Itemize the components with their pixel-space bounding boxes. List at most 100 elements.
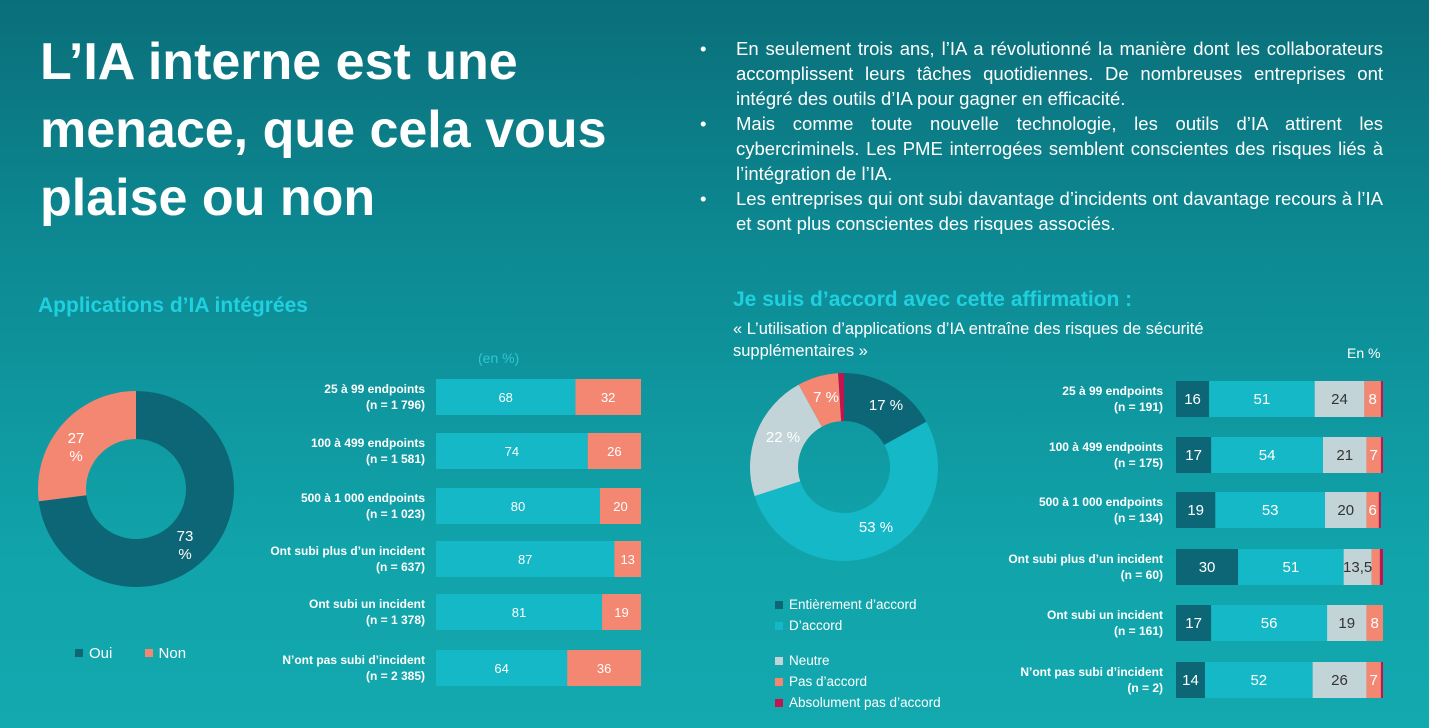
bar-segment-absolument-pas-d-accord [1380,437,1383,473]
legend-item-absolument-pas: Absolument pas d’accord [775,692,941,713]
bar-value-label: 13,5 [1343,559,1372,576]
legend-swatch-3 [775,656,783,665]
right-section-subtitle: « L’utilisation d’applications d’IA entr… [733,320,1204,360]
bar-category-line: Ont subi un incident [1047,608,1163,622]
bullet-3: Les entreprises qui ont subi davantage d… [700,186,1383,236]
bar-segment-absolument-pas-d-accord [1378,492,1381,528]
bar-segment-pas-d-accord [1366,437,1381,473]
legend-item-d-accord: D’accord [775,615,941,636]
bar-value-label: 81 [512,605,526,620]
bar-value-label: 54 [1259,447,1276,464]
bar-segment-d-accord [1215,492,1326,528]
bar-segment-neutre [1327,605,1367,641]
donut-label-entierement-d-accord: 17 % [869,397,903,414]
bullet-1: En seulement trois ans, l’IA a révolutio… [700,36,1383,111]
legend-item-oui: Oui [75,645,112,662]
bar-category-line: (n = 191) [1114,400,1163,414]
bar-value-label: 19 [1187,502,1204,519]
legend-swatch-5 [775,698,783,707]
bar-segment-entierement-d-accord [1176,437,1212,473]
bar-value-label: 17 [1185,447,1202,464]
bar-category-label: Ont subi un incident (n = 1 378) [309,597,425,627]
bar-segment-oui [436,488,600,524]
bar-category-line: Ont subi plus d’un incident [270,544,425,558]
legend-right: Entièrement d’accord D’accord Neutre Pas… [775,594,941,713]
bar-category-line: Ont subi plus d’un incident [1008,552,1163,566]
bar-value-label: 19 [1338,615,1355,632]
bar-segment-pas-d-accord [1371,549,1380,585]
legend-swatch-oui [75,649,83,657]
bar-category-label: 25 à 99 endpoints (n = 191) [1062,384,1163,414]
stacked-bar-chart-agreement: 25 à 99 endpoints (n = 191) 16 51 24 8 100 à 4… [1008,381,1383,698]
legend-item-neutre: Neutre [775,650,941,671]
bar-segment-neutre [1312,662,1367,698]
donut-slice-absolument-pas-d-accord [838,373,844,422]
bar-category-line: (n = 161) [1114,624,1163,638]
bar-value-label: 7 [1370,672,1378,689]
bar-value-label: 6 [1368,502,1376,519]
bar-value-label: 56 [1261,615,1278,632]
bar-segment-entierement-d-accord [1176,492,1216,528]
right-section-title: Je suis d’accord avec cette affirmation … [733,288,1133,311]
donut-label-oui: 73% [177,528,194,563]
bar-value-label: 51 [1254,391,1271,408]
bar-category-label: 25 à 99 endpoints (n = 1 796) [324,382,425,412]
legend-item-pas-d-accord: Pas d’accord [775,671,941,692]
bar-segment-oui [436,433,588,469]
bar-category-line: (n = 1 023) [366,507,425,521]
bar-segment-oui [436,541,615,577]
legend-swatch-2 [775,621,783,630]
donut-label-part: % [178,546,191,563]
bar-segment-non [614,541,641,577]
bar-value-label: 64 [494,661,508,676]
bar-value-label: 53 [1262,502,1279,519]
bar-segment-neutre [1322,437,1367,473]
bar-segment-pas-d-accord [1364,381,1381,417]
bar-category-line: 100 à 499 endpoints [311,436,425,450]
donut-label-d-accord: 53 % [859,519,893,536]
bar-category-label: 500 à 1 000 endpoints (n = 1 023) [301,491,425,521]
bar-segment-neutre [1314,381,1365,417]
bar-value-label: 20 [1337,502,1354,519]
bar-category-line: (n = 175) [1114,456,1163,470]
bar-value-label: 16 [1184,391,1201,408]
bar-segment-non [602,594,641,630]
bar-category-line: N’ont pas subi d’incident [282,653,425,667]
bar-segment-entierement-d-accord [1176,662,1205,698]
bar-category-label: 100 à 499 endpoints (n = 175) [1049,440,1163,470]
bar-segment-d-accord [1209,381,1315,417]
bar-value-label: 8 [1371,615,1379,632]
bar-category-line: N’ont pas subi d’incident [1020,665,1163,679]
bullet-2: Mais comme toute nouvelle technologie, l… [700,111,1383,186]
legend-item-tout-a-fait: Entièrement d’accord [775,594,941,615]
bar-segment-neutre [1343,549,1372,585]
bar-value-label: 13 [620,552,634,567]
bar-value-label: 36 [597,661,611,676]
bar-segment-non [587,433,641,469]
bar-category-line: (n = 2) [1127,681,1163,695]
bar-category-label: 100 à 499 endpoints (n = 1 581) [311,436,425,466]
bar-value-label: 26 [607,444,621,459]
bar-segment-d-accord [1211,437,1323,473]
bar-value-label: 26 [1331,672,1348,689]
bar-value-label: 20 [613,499,627,514]
bar-category-line: 500 à 1 000 endpoints [301,491,425,505]
bar-category-label: N’ont pas subi d’incident (n = 2) [1020,665,1163,695]
bar-segment-oui [436,594,603,630]
donut-slice-neutre [749,384,822,497]
bar-segment-neutre [1325,492,1367,528]
bar-segment-non [567,650,641,686]
bar-segment-entierement-d-accord [1176,605,1212,641]
donut-label-part: 73 [177,528,194,545]
bar-category-line: Ont subi un incident [309,597,425,611]
bar-segment-absolument-pas-d-accord [1380,662,1383,698]
donut-label-neutre: 22 % [766,429,800,446]
legend-swatch-1 [775,600,783,609]
bar-category-line: (n = 60) [1121,568,1163,582]
bar-category-label: 500 à 1 000 endpoints (n = 134) [1039,495,1163,525]
bar-category-label: Ont subi plus d’un incident (n = 60) [1008,552,1163,582]
bar-segment-absolument-pas-d-accord [1380,381,1383,417]
page-title: L’IA interne est une menace, que cela vo… [40,33,607,227]
left-section-title: Applications d’IA intégrées [38,294,308,317]
